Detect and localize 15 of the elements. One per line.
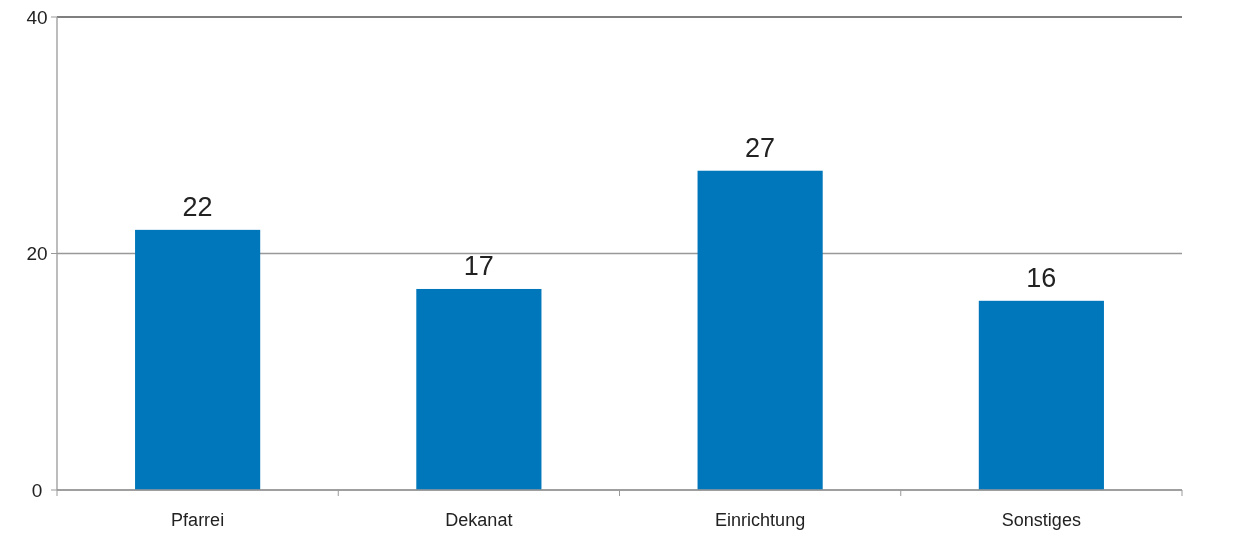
data-label: 16 xyxy=(1026,262,1057,293)
x-tick-label: Pfarrei xyxy=(171,510,225,530)
y-tick-label: 20 xyxy=(26,243,48,265)
data-label: 17 xyxy=(463,250,494,281)
y-tick-label: 0 xyxy=(31,479,43,501)
bar xyxy=(978,300,1104,490)
x-tick-label: Einrichtung xyxy=(715,510,806,530)
bar xyxy=(416,288,542,490)
y-tick-label: 40 xyxy=(26,6,48,28)
data-label: 27 xyxy=(745,132,776,163)
data-label: 22 xyxy=(182,191,213,222)
bar xyxy=(135,229,261,490)
x-tick-label: Sonstiges xyxy=(1001,510,1081,530)
bar xyxy=(697,170,823,490)
x-tick-label: Dekanat xyxy=(445,510,513,530)
